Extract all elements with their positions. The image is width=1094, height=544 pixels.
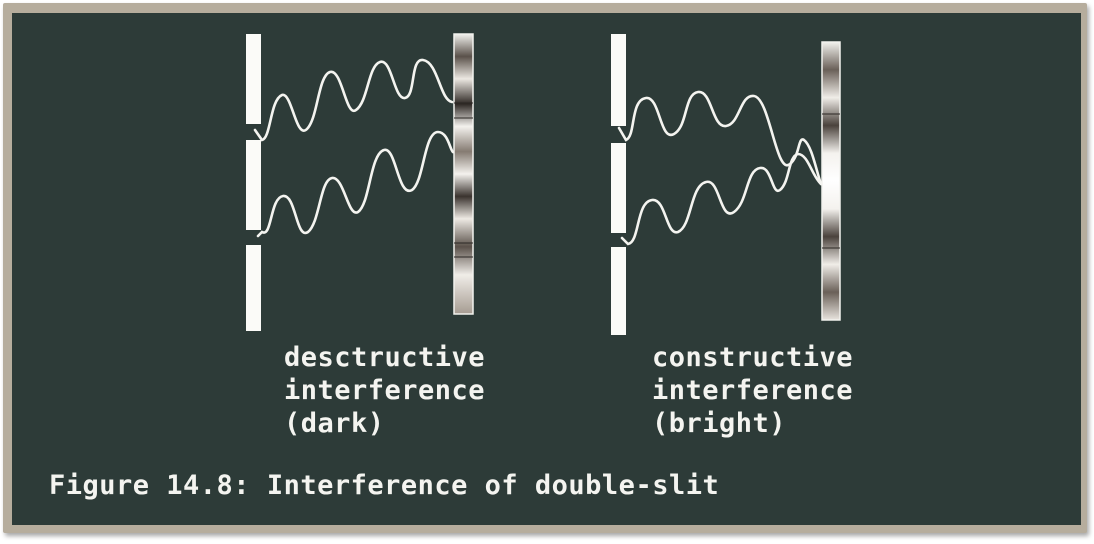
left-wave-lower <box>256 130 455 238</box>
label-line: (dark) <box>284 408 385 439</box>
left-barrier-bottom <box>246 245 261 331</box>
left-waves <box>253 58 455 238</box>
label-line: (bright) <box>652 408 787 439</box>
label-line: interference <box>284 375 486 406</box>
destructive-interference-label: desctructive interference (dark) <box>284 341 485 440</box>
right-barrier-bottom <box>611 247 626 335</box>
left-barrier-top <box>246 34 261 124</box>
right-wave-lower <box>620 152 823 246</box>
right-barrier-top <box>611 34 626 126</box>
right-wave-upper <box>617 90 823 186</box>
chalkboard <box>12 13 1081 525</box>
left-wave-upper <box>253 58 454 142</box>
right-screen-marks <box>822 113 840 249</box>
right-barrier-middle <box>611 143 626 233</box>
figure-caption: Figure 14.8: Interference of double-slit <box>49 470 720 501</box>
constructive-interference-label: constructive interference (bright) <box>652 341 853 440</box>
left-screen-marks <box>454 102 473 258</box>
right-detection-screen <box>821 41 841 321</box>
left-detection-screen <box>453 33 474 315</box>
left-barrier-middle <box>246 140 261 230</box>
right-barrier <box>611 34 626 335</box>
left-barrier <box>246 34 261 331</box>
label-line: desctructive <box>284 342 486 373</box>
label-line: constructive <box>652 342 854 373</box>
label-line: interference <box>652 375 854 406</box>
right-waves <box>617 90 823 246</box>
